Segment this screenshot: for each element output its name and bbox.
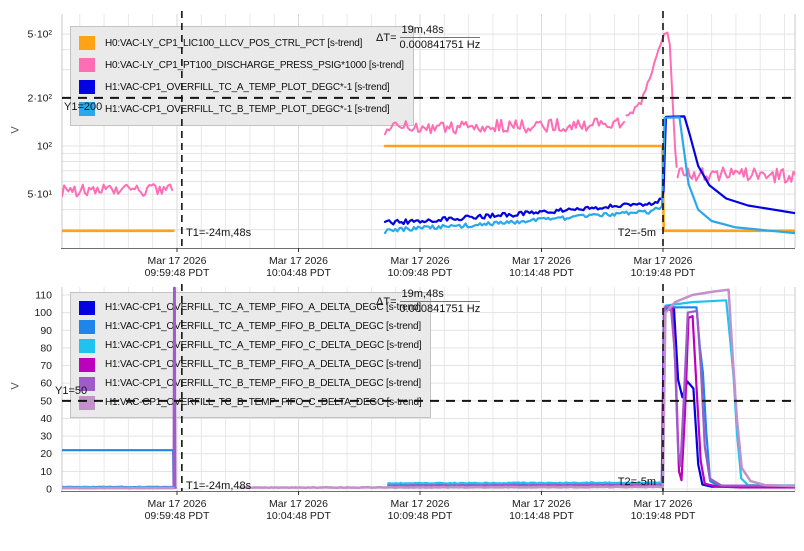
y-tick-label: 60: [40, 378, 52, 390]
top-legend: H0:VAC-LY_CP1_LIC100_LLCV_POS_CTRL_PCT […: [70, 26, 414, 126]
y-tick-label: 10²: [37, 141, 53, 153]
legend-swatch: [79, 319, 95, 334]
legend-label: H0:VAC-LY_CP1_PT100_DISCHARGE_PRESS_PSIG…: [105, 59, 404, 71]
legend-item[interactable]: H1:VAC-CP1_OVERFILL_TC_A_TEMP_FIFO_A_DEL…: [79, 298, 421, 317]
x-tick-time: 09:59:48 PDT: [145, 510, 210, 522]
top-t2-cursor-label: T2=-5m: [617, 227, 656, 239]
legend-label: H1:VAC-CP1_OVERFILL_TC_A_TEMP_FIFO_C_DEL…: [105, 340, 422, 351]
y-tick-label: 50: [40, 395, 52, 407]
bottom-t2-cursor-label: T2=-5m: [617, 476, 656, 488]
x-tick-time: 10:09:48 PDT: [388, 510, 453, 522]
x-tick-time: 10:09:48 PDT: [388, 267, 453, 279]
top-chart-panel[interactable]: Mar 17 2026 09:59:48 PDT Mar 17 2026 10:04:…: [0, 0, 804, 280]
legend-swatch: [79, 102, 95, 116]
y-tick-label: 100: [34, 307, 52, 319]
legend-item[interactable]: H1:VAC-CP1_OVERFILL_TC_B_TEMP_FIFO_C_DEL…: [79, 393, 422, 412]
y-tick-label: 70: [40, 360, 52, 372]
x-tick-date: Mar 17 2026: [269, 498, 328, 510]
legend-label: H1:VAC-CP1_OVERFILL_TC_A_TEMP_FIFO_A_DEL…: [105, 302, 421, 313]
x-tick-date: Mar 17 2026: [512, 498, 571, 510]
x-tick-date: Mar 17 2026: [391, 255, 450, 267]
legend-item[interactable]: H0:VAC-LY_CP1_LIC100_LLCV_POS_CTRL_PCT […: [79, 32, 404, 54]
y-tick-label: 10: [40, 466, 52, 478]
legend-label: H1:VAC-CP1_OVERFILL_TC_B_TEMP_FIFO_A_DEL…: [105, 359, 421, 370]
bottom-chart-panel[interactable]: Mar 17 2026 09:59:48 PDT Mar 17 2026 10:04:…: [0, 280, 804, 551]
legend-item[interactable]: H1:VAC-CP1_OVERFILL_TC_A_TEMP_FIFO_B_DEL…: [79, 317, 421, 336]
x-tick-time: 10:19:48 PDT: [631, 510, 696, 522]
legend-swatch: [79, 300, 95, 315]
x-tick-date: Mar 17 2026: [148, 498, 207, 510]
delta-t-fraction: 19m,48s 0.000841751 Hz: [399, 24, 481, 51]
x-tick-date: Mar 17 2026: [634, 255, 693, 267]
y-tick-label: 30: [40, 431, 52, 443]
legend-item[interactable]: H0:VAC-LY_CP1_PT100_DISCHARGE_PRESS_PSIG…: [79, 54, 404, 76]
y-tick-label: 2·10²: [27, 92, 52, 104]
x-tick-date: Mar 17 2026: [634, 498, 693, 510]
delta-t-frequency: 0.000841751 Hz: [399, 303, 481, 315]
x-tick-date: Mar 17 2026: [148, 255, 207, 267]
top-y-axis-title: V: [9, 126, 22, 134]
y-tick-label: 80: [40, 342, 52, 354]
legend-label: H1:VAC-CP1_OVERFILL_TC_B_TEMP_FIFO_B_DEL…: [105, 378, 421, 389]
x-tick-time: 10:04:48 PDT: [266, 510, 331, 522]
x-tick-date: Mar 17 2026: [512, 255, 571, 267]
legend-item[interactable]: H1:VAC-CP1_OVERFILL_TC_A_TEMP_PLOT_DEGC*…: [79, 76, 404, 98]
legend-swatch: [79, 58, 95, 72]
delta-t-fraction: 19m,48s 0.000841751 Hz: [399, 288, 481, 315]
y-tick-label: 5·10¹: [27, 189, 52, 201]
x-tick-date: Mar 17 2026: [269, 255, 328, 267]
legend-swatch: [79, 395, 95, 410]
y-tick-label: 90: [40, 325, 52, 337]
legend-swatch: [79, 80, 95, 94]
legend-swatch: [79, 338, 95, 353]
legend-item[interactable]: H1:VAC-CP1_OVERFILL_TC_B_TEMP_PLOT_DEGC*…: [79, 98, 404, 120]
delta-t-prefix: ΔT=: [376, 31, 397, 44]
x-tick-time: 09:59:48 PDT: [145, 267, 210, 279]
legend-label: H0:VAC-LY_CP1_LIC100_LLCV_POS_CTRL_PCT […: [105, 37, 363, 49]
legend-label: H1:VAC-CP1_OVERFILL_TC_A_TEMP_PLOT_DEGC*…: [105, 81, 390, 93]
legend-label: H1:VAC-CP1_OVERFILL_TC_B_TEMP_FIFO_C_DEL…: [105, 397, 422, 408]
legend-item[interactable]: H1:VAC-CP1_OVERFILL_TC_A_TEMP_FIFO_C_DEL…: [79, 336, 422, 355]
y-tick-label: 5·10²: [27, 29, 52, 41]
x-tick-date: Mar 17 2026: [391, 498, 450, 510]
delta-t-frequency: 0.000841751 Hz: [399, 39, 481, 51]
legend-label: H1:VAC-CP1_OVERFILL_TC_B_TEMP_PLOT_DEGC*…: [105, 103, 390, 115]
legend-swatch: [79, 36, 95, 50]
x-tick-time: 10:14:48 PDT: [509, 267, 574, 279]
legend-label: H1:VAC-CP1_OVERFILL_TC_A_TEMP_FIFO_B_DEL…: [105, 321, 421, 332]
legend-item[interactable]: H1:VAC-CP1_OVERFILL_TC_B_TEMP_FIFO_A_DEL…: [79, 355, 421, 374]
y-tick-label: 40: [40, 413, 52, 425]
y-tick-label: 110: [35, 289, 52, 301]
bottom-delta-t-annotation: ΔT= 19m,48s 0.000841751 Hz: [376, 288, 481, 315]
y-tick-label: 0: [46, 484, 52, 496]
bottom-y1-cursor-label: Y1=50: [55, 385, 88, 397]
y-tick-label: 20: [40, 448, 52, 460]
x-tick-time: 10:19:48 PDT: [631, 267, 696, 279]
delta-t-duration: 19m,48s: [399, 24, 481, 38]
bottom-y-axis-title: V: [9, 382, 22, 390]
legend-swatch: [79, 357, 95, 372]
delta-t-prefix: ΔT=: [376, 295, 397, 308]
legend-item[interactable]: H1:VAC-CP1_OVERFILL_TC_B_TEMP_FIFO_B_DEL…: [79, 374, 421, 393]
top-delta-t-annotation: ΔT= 19m,48s 0.000841751 Hz: [376, 24, 481, 51]
top-t1-cursor-label: T1=-24m,48s: [186, 227, 252, 239]
top-y1-cursor-label: Y1=200: [64, 101, 103, 113]
delta-t-duration: 19m,48s: [399, 288, 481, 302]
bottom-t1-cursor-label: T1=-24m,48s: [186, 480, 252, 492]
x-tick-time: 10:14:48 PDT: [509, 510, 574, 522]
x-tick-time: 10:04:48 PDT: [266, 267, 331, 279]
